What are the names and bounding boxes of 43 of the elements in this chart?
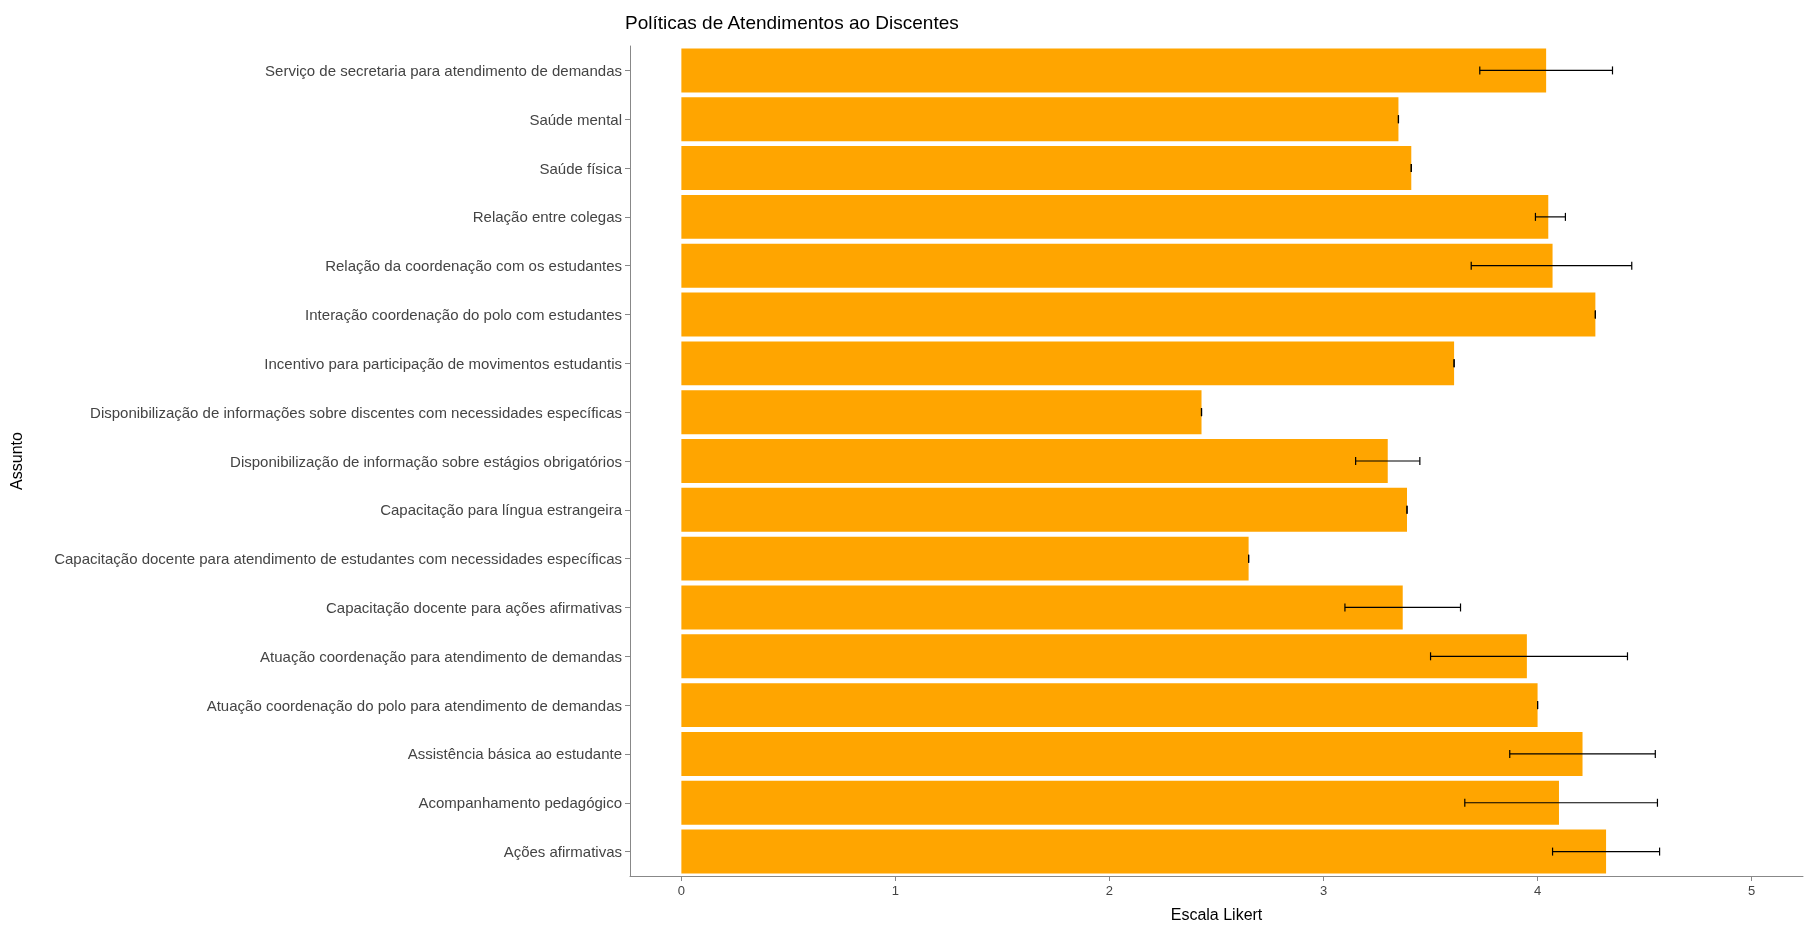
y-tick-label: Atuação coordenação para atendimento de demandas: [260, 647, 622, 665]
chart-title: Políticas de Atendimentos ao Discentes: [625, 12, 959, 33]
y-tick-label: Relação da coordenação com os estudantes: [325, 257, 622, 275]
bar: [681, 97, 1399, 142]
x-tick-label: 5: [1748, 883, 1756, 898]
bar: [681, 536, 1249, 581]
x-tick-label: 0: [677, 883, 685, 898]
y-tick-label: Saúde mental: [529, 110, 622, 128]
bar: [681, 487, 1408, 532]
bar: [681, 341, 1455, 386]
y-tick-label: Assistência básica ao estudante: [407, 745, 622, 763]
bar: [681, 48, 1547, 93]
y-tick-label: Ações afirmativas: [503, 843, 622, 861]
bar: [681, 585, 1403, 630]
y-tick-label: Interação coordenação do polo com estudantes: [305, 306, 622, 324]
y-tick-label: Disponibilização de informações sobre discentes com necessidades específicas: [90, 403, 622, 421]
y-tick-label: Capacitação para língua estrangeira: [380, 501, 623, 519]
y-tick-label: Saúde física: [539, 159, 623, 177]
x-tick-label: 3: [1319, 883, 1328, 898]
y-tick-label: Relação entre colegas: [472, 208, 622, 226]
bar: [681, 146, 1412, 191]
bar: [681, 731, 1583, 776]
x-tick-label: 4: [1533, 883, 1542, 898]
y-tick-label: Atuação coordenação do polo para atendimento de demandas: [206, 696, 622, 714]
y-tick-label: Capacitação docente para atendimento de estudantes com necessidades específicas: [54, 550, 622, 568]
x-tick-label: 2: [1105, 883, 1114, 898]
y-tick-label: Capacitação docente para ações afirmativas: [325, 598, 622, 616]
bar: [681, 634, 1527, 679]
x-axis-title: Escala Likert: [1170, 905, 1263, 923]
y-tick-label: Disponibilização de informação sobre estágios obrigatórios: [230, 452, 622, 470]
bar: [681, 683, 1538, 728]
y-tick-label: Serviço de secretaria para atendimento de demandas: [265, 61, 622, 79]
y-tick-label: Acompanhamento pedagógico: [418, 794, 622, 812]
x-tick-label: 1: [891, 883, 900, 898]
y-tick-label: Incentivo para participação de movimentos estudantis: [264, 354, 622, 372]
bar: [681, 194, 1549, 239]
bar: [681, 292, 1596, 337]
bar: [681, 780, 1559, 825]
bar: [681, 829, 1607, 874]
y-axis-title: Assunto: [7, 431, 25, 490]
bar: [681, 390, 1202, 435]
bar: [681, 439, 1388, 483]
bar: [681, 243, 1553, 288]
